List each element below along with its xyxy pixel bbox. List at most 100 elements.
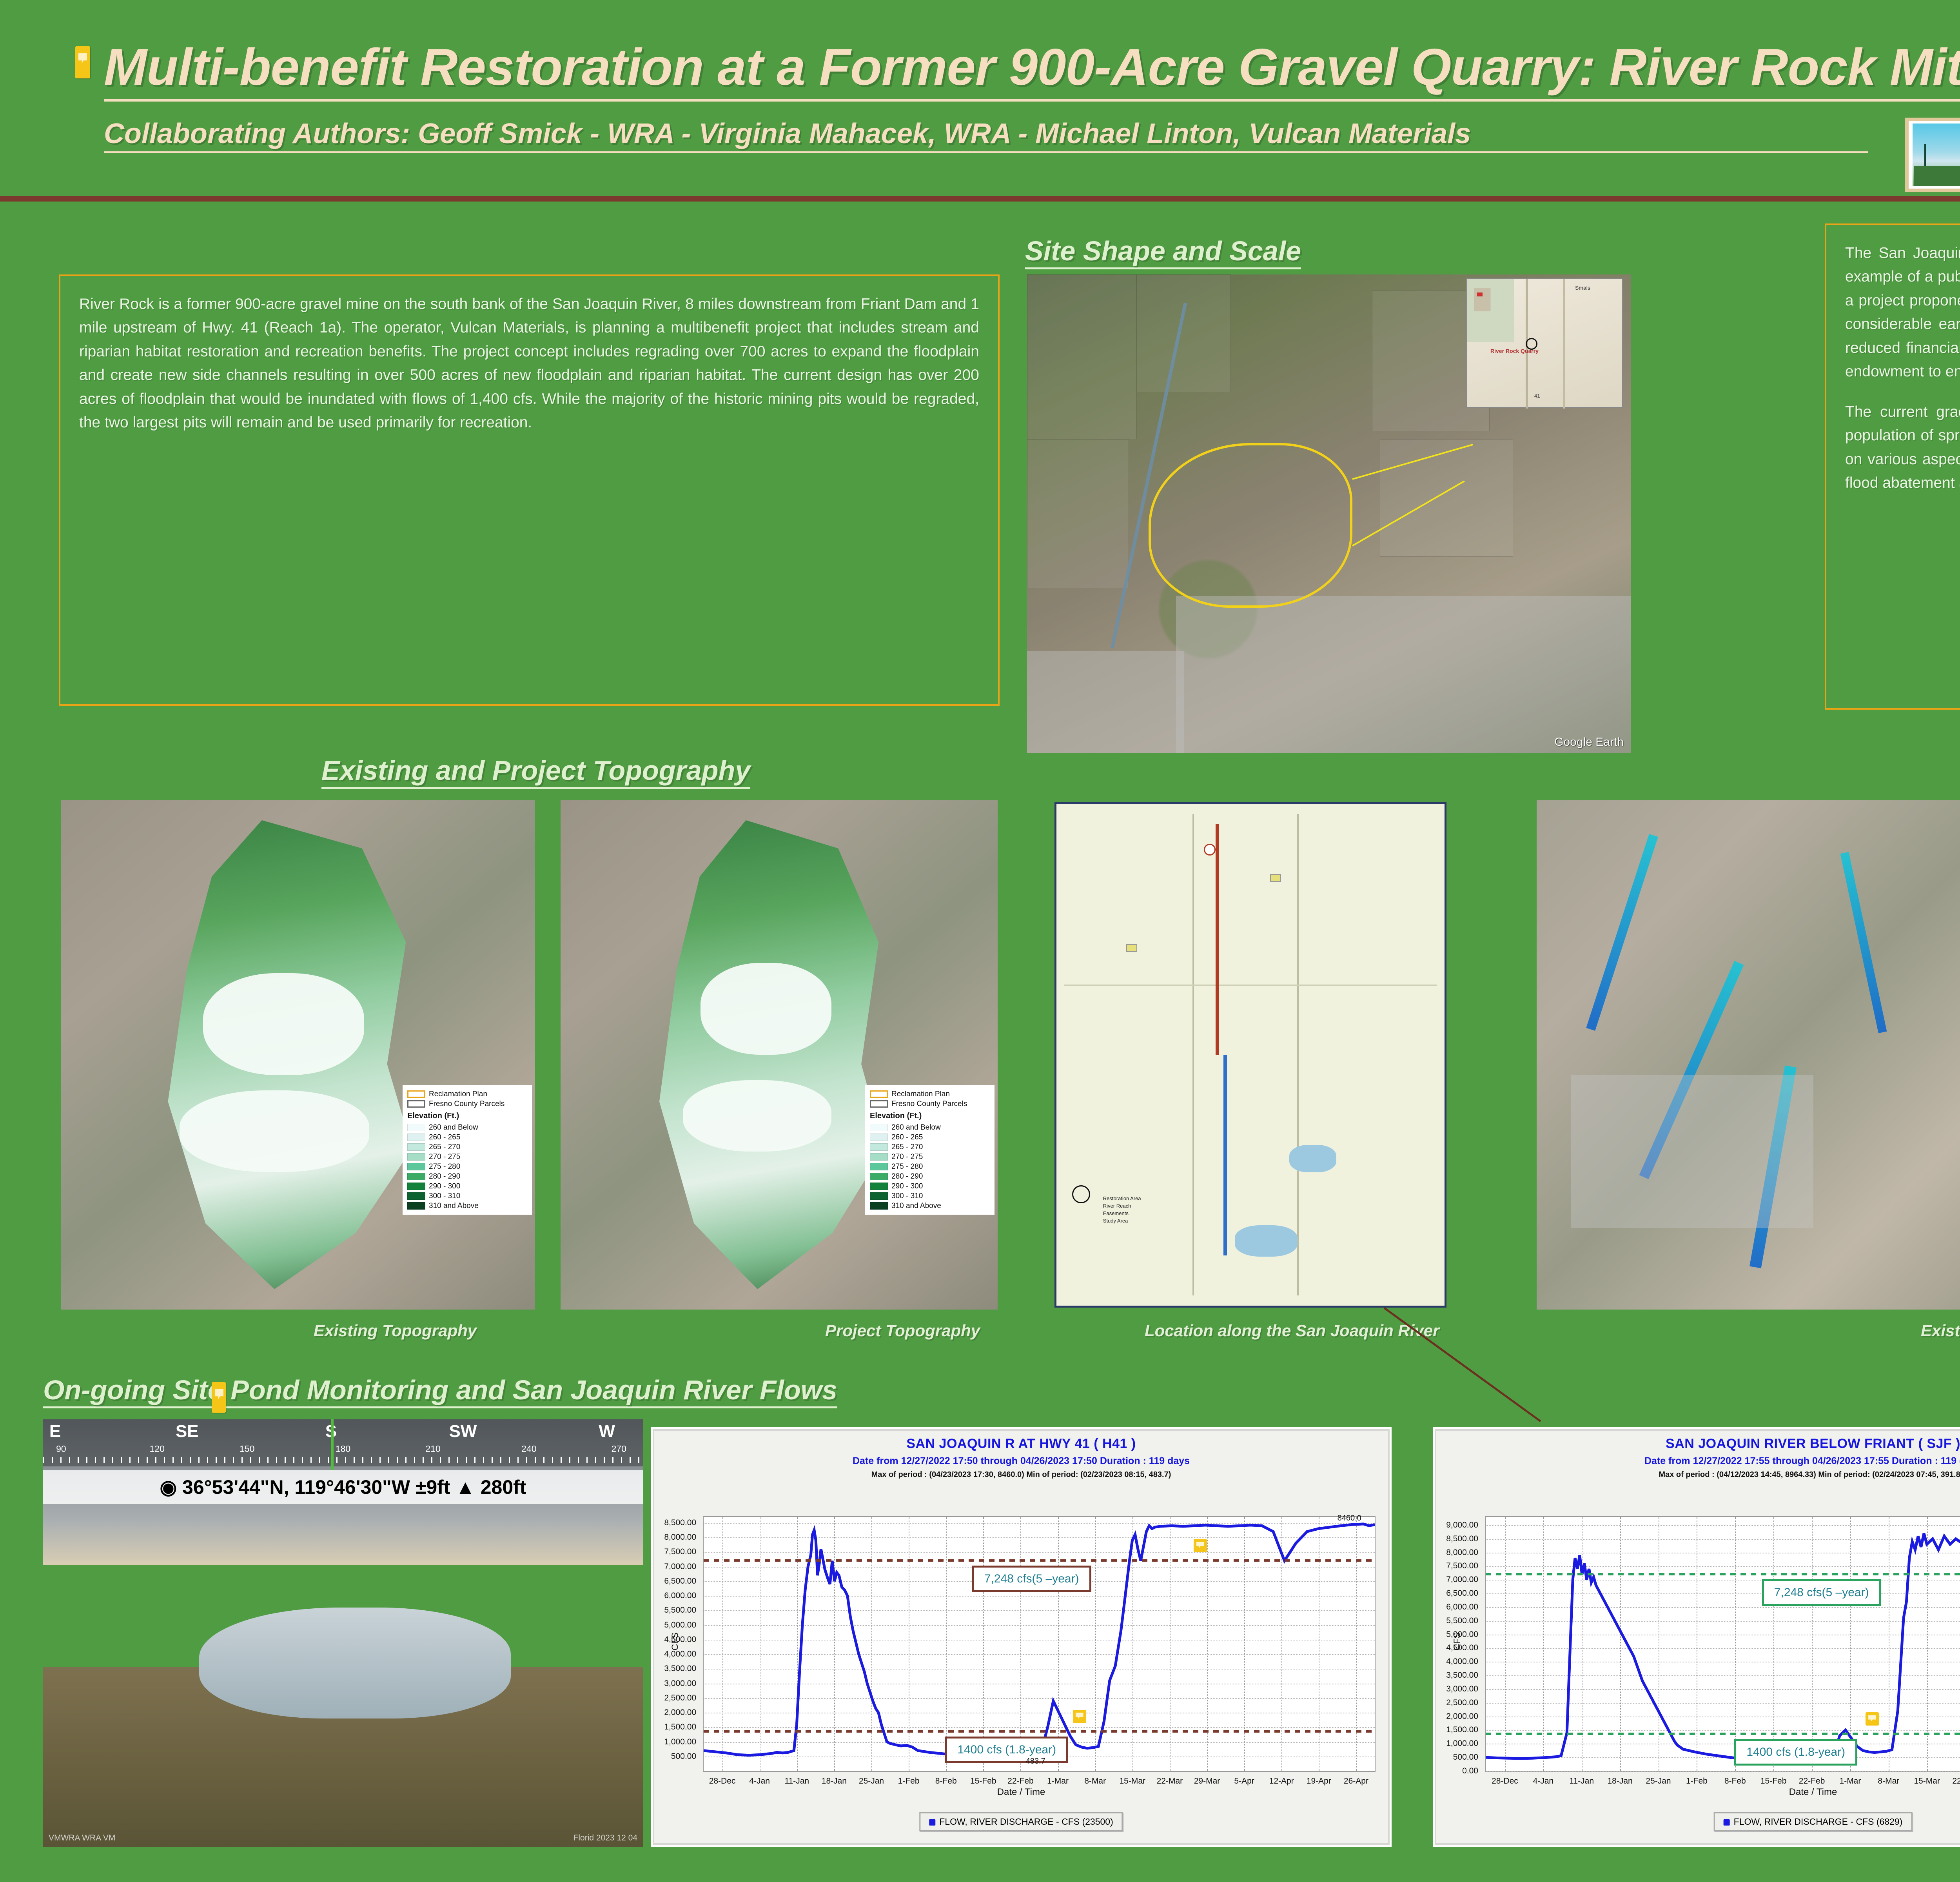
gridline-vertical: [1543, 1517, 1544, 1771]
gridline-horizontal: [1486, 1593, 1960, 1595]
x-axis-tick-label: 8-Mar: [1084, 1777, 1106, 1786]
compass-degree: 90: [56, 1444, 66, 1454]
threshold-line-7248: [704, 1559, 1375, 1562]
threshold-callout-7248: 7,248 cfs(5 –year): [1762, 1579, 1881, 1606]
y-axis-tick-label: 2,500.00: [664, 1693, 697, 1702]
legend-class-label: 290 - 300: [429, 1182, 461, 1191]
existing-inundation-map: Max10987654321Min 2000 ft: [1537, 800, 1960, 1310]
sticky-note-icon: [1193, 1539, 1207, 1553]
y-axis-tick-label: 2,000.00: [664, 1708, 697, 1717]
gridline-vertical: [1356, 1517, 1357, 1771]
legend-parcels-label: Fresno County Parcels: [891, 1100, 967, 1108]
gridline-horizontal: [1486, 1702, 1960, 1704]
legend-class-row: 275 - 280: [407, 1162, 527, 1172]
gps-coordinates-overlay: ◉ 36°53'44"N, 119°46'30"W ±9ft ▲ 280ft: [43, 1470, 643, 1504]
legend-class-label: 260 and Below: [891, 1123, 941, 1132]
section-title-topography: Existing and Project Topography: [321, 755, 751, 789]
swatch-elevation-8: [407, 1202, 425, 1210]
gridline-vertical: [1504, 1517, 1506, 1771]
gridline-vertical: [1169, 1517, 1171, 1771]
x-axis-tick-label: 22-Mar: [1156, 1777, 1183, 1786]
legend-class-label: 300 - 310: [429, 1192, 461, 1201]
legend-class-row: 265 - 270: [870, 1142, 990, 1152]
y-axis-tick-label: 500.00: [1453, 1753, 1478, 1762]
threshold-line-1400: [1486, 1733, 1960, 1735]
gridline-vertical: [1812, 1517, 1813, 1771]
ownership-textbox: The San Joaquin River Conservancy owns a…: [1825, 223, 1960, 710]
photo-watermark-right: Florid 2023 12 04: [573, 1833, 637, 1842]
legend-class-row: 280 - 290: [407, 1172, 527, 1181]
threshold-callout-1400: 1400 cfs (1.8-year): [945, 1736, 1069, 1763]
swatch-elevation-8: [870, 1202, 888, 1210]
y-axis-tick-label: 6,500.00: [664, 1576, 697, 1586]
y-axis-tick-label: 3,000.00: [664, 1679, 697, 1688]
gridline-horizontal: [1486, 1566, 1960, 1567]
gridline-horizontal: [1486, 1771, 1960, 1772]
chart-h41: SAN JOAQUIN R AT HWY 41 ( H41 ) Date fro…: [651, 1427, 1392, 1847]
x-axis-tick-label: 22-Mar: [1952, 1777, 1960, 1786]
y-axis-tick-label: 6,000.00: [664, 1591, 697, 1600]
y-axis-tick-label: 5,000.00: [664, 1620, 697, 1629]
y-axis-tick-label: 7,000.00: [664, 1562, 697, 1571]
gridline-horizontal: [1486, 1730, 1960, 1731]
swatch-elevation-4: [870, 1163, 888, 1170]
y-axis-tick-label: 3,500.00: [1446, 1671, 1478, 1680]
legend-class-row: 310 and Above: [407, 1201, 527, 1211]
legend-class-row: 290 - 300: [407, 1181, 527, 1191]
y-axis-tick-label: 3,000.00: [1446, 1684, 1478, 1693]
gridline-vertical: [1927, 1517, 1928, 1771]
gridline-horizontal: [1486, 1539, 1960, 1540]
threshold-callout-1400: 1400 cfs (1.8-year): [1734, 1739, 1858, 1766]
compass-letter: SE: [175, 1422, 199, 1441]
legend-class-row: 300 - 310: [870, 1191, 990, 1201]
gridline-vertical: [797, 1517, 798, 1771]
header-divider: [0, 196, 1960, 202]
compass-numbers: 90 120 150 180 210 240 270: [43, 1444, 643, 1455]
legend-reclamation-label: Reclamation Plan: [891, 1090, 950, 1098]
x-axis-tick-label: 8-Feb: [935, 1777, 957, 1786]
gridline-vertical: [1020, 1517, 1022, 1771]
conservancy-photo: [1913, 124, 1960, 186]
swatch-elevation-3: [870, 1153, 888, 1161]
y-axis-tick-label: 9,000.00: [1446, 1520, 1478, 1530]
y-axis-tick-label: 7,500.00: [1446, 1561, 1478, 1571]
chart-legend: FLOW, RIVER DISCHARGE - CFS (23500): [919, 1812, 1123, 1831]
gridline-horizontal: [704, 1552, 1375, 1553]
legend-class-list: 260 and Below 260 - 265 265 - 270 270 - 275…: [407, 1123, 527, 1211]
peak-value-label: 8460.0: [1337, 1513, 1361, 1522]
y-axis-tick-label: 8,000.00: [1446, 1548, 1478, 1557]
y-axis-tick-label: 4,000.00: [664, 1649, 697, 1659]
sticky-note-icon: [212, 1382, 226, 1413]
gridline-vertical: [722, 1517, 723, 1771]
legend-reclamation-label: Reclamation Plan: [429, 1090, 487, 1098]
y-axis-tick-label: 2,500.00: [1446, 1698, 1478, 1707]
section-title-site-shape: Site Shape and Scale: [1025, 235, 1301, 269]
swatch-elevation-1: [870, 1133, 888, 1141]
compass-letter: SW: [449, 1422, 477, 1441]
y-axis-tick-label: 8,000.00: [664, 1533, 697, 1542]
swatch-reclamation: [870, 1090, 888, 1098]
y-axis-tick-label: 1,500.00: [664, 1722, 697, 1732]
y-axis-tick-label: 7,500.00: [664, 1547, 697, 1557]
legend-label: FLOW, RIVER DISCHARGE - CFS (6829): [1733, 1817, 1903, 1827]
legend-class-row: 300 - 310: [407, 1191, 527, 1201]
compass-degree: 120: [149, 1444, 165, 1454]
legend-class-row: 310 and Above: [870, 1201, 990, 1211]
x-axis-tick-label: 15-Feb: [970, 1777, 996, 1786]
gridline-horizontal: [1486, 1648, 1960, 1649]
chart-subtitle: Date from 12/27/2022 17:50 through 04/26…: [852, 1455, 1190, 1466]
legend-class-label: 280 - 290: [891, 1172, 923, 1181]
gridline-horizontal: [704, 1654, 1375, 1655]
gridline-vertical: [1281, 1517, 1283, 1771]
topo-legend: Reclamation Plan Fresno County Parcels E…: [403, 1085, 532, 1215]
y-axis-tick-label: 4,500.00: [1446, 1643, 1478, 1653]
gridline-horizontal: [1486, 1689, 1960, 1690]
x-axis-tick-label: 8-Feb: [1724, 1777, 1746, 1786]
y-axis-tick-label: 1,500.00: [1446, 1725, 1478, 1735]
legend-class-label: 310 and Above: [891, 1202, 941, 1210]
caption-location-map: Location along the San Joaquin River: [1145, 1321, 1439, 1340]
gridline-horizontal: [704, 1537, 1375, 1539]
legend-marker-icon: [929, 1819, 936, 1826]
page-title: Multi-benefit Restoration at a Former 90…: [104, 37, 1960, 102]
gridline-horizontal: [1486, 1525, 1960, 1526]
